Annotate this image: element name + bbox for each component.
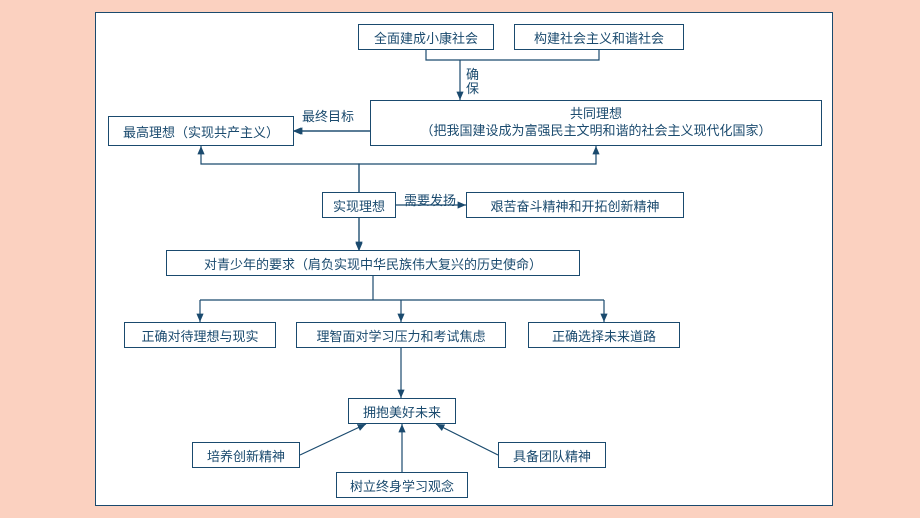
edge-label-goal: 最终目标 (302, 106, 354, 125)
node-tuandui: 具备团队精神 (498, 442, 606, 468)
label-text: 保 (466, 81, 479, 96)
node-text: 最高理想（实现共产主义） (123, 122, 279, 141)
node-text-l2: （把我国建设成为富强民主文明和谐的社会主义现代化国家） (420, 123, 771, 140)
node-text-l1: 共同理想 (570, 106, 622, 123)
node-qingshaonian: 对青少年的要求（肩负实现中华民族伟大复兴的历史使命） (166, 250, 580, 276)
node-zhongshenxuexi: 树立终身学习观念 (336, 472, 468, 498)
node-shixianlixiang: 实现理想 (322, 192, 396, 218)
edge-label-bao: 保 (466, 78, 479, 97)
node-weilaidaolu: 正确选择未来道路 (528, 322, 680, 348)
node-zuigaolixiang: 最高理想（实现共产主义） (108, 116, 294, 146)
node-hexie: 构建社会主义和谐社会 (514, 24, 684, 50)
node-text: 具备团队精神 (513, 446, 591, 465)
node-text: 培养创新精神 (207, 446, 285, 465)
node-jingsheng: 艰苦奋斗精神和开拓创新精神 (466, 192, 684, 218)
node-text: 实现理想 (333, 196, 385, 215)
label-text: 需要发扬 (404, 193, 456, 208)
node-xuexiyali: 理智面对学习压力和考试焦虑 (296, 322, 506, 348)
node-gongtonglixiang: 共同理想 （把我国建设成为富强民主文明和谐的社会主义现代化国家） (370, 100, 822, 146)
label-text: 最终目标 (302, 109, 354, 124)
page-root: 全面建成小康社会 构建社会主义和谐社会 最高理想（实现共产主义） 共同理想 （把… (0, 0, 920, 518)
node-lixiangxianshi: 正确对待理想与现实 (124, 322, 276, 348)
node-xiaokang: 全面建成小康社会 (358, 24, 494, 50)
node-text: 全面建成小康社会 (374, 28, 478, 47)
node-text: 构建社会主义和谐社会 (534, 28, 664, 47)
node-text: 理智面对学习压力和考试焦虑 (316, 326, 485, 345)
node-text: 拥抱美好未来 (363, 402, 441, 421)
edge-label-need: 需要发扬 (404, 190, 456, 209)
node-text: 正确对待理想与现实 (141, 326, 258, 345)
node-text: 正确选择未来道路 (552, 326, 656, 345)
node-chuangxin: 培养创新精神 (192, 442, 300, 468)
node-yongbaoweilai: 拥抱美好未来 (348, 398, 456, 424)
node-text: 对青少年的要求（肩负实现中华民族伟大复兴的历史使命） (204, 254, 542, 273)
node-text: 艰苦奋斗精神和开拓创新精神 (490, 196, 659, 215)
node-text: 树立终身学习观念 (350, 476, 454, 495)
